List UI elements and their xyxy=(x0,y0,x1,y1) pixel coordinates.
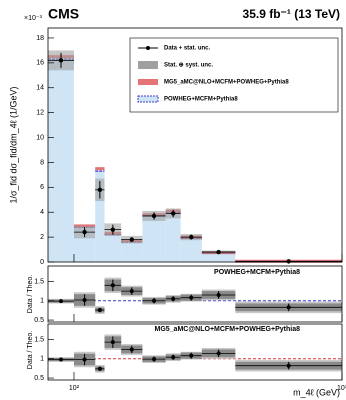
legend-label: MG5_aMC@NLO+MCFM+POWHEG+Pythia8 xyxy=(164,80,289,86)
y-axis-label: 1/σ_fid dσ_fid/dm_4ℓ (1/GeV) xyxy=(8,86,18,203)
ratio-point xyxy=(110,283,115,288)
prediction-fill xyxy=(104,234,122,262)
ratio-point xyxy=(286,305,291,310)
legend-swatch xyxy=(146,46,150,50)
prediction-fill xyxy=(142,215,166,262)
ratio-point xyxy=(110,340,115,345)
y-tick-label: 10 xyxy=(36,134,44,141)
data-point xyxy=(110,227,116,232)
ratio-point xyxy=(189,295,194,300)
plot-frame xyxy=(47,27,343,263)
ratio-point xyxy=(152,357,157,362)
prediction-fill xyxy=(165,212,181,262)
y-multiplier: ×10⁻³ xyxy=(24,15,43,22)
legend-label: Data + stat. unc. xyxy=(164,46,211,52)
y-tick-label: 1 xyxy=(40,298,44,305)
y-tick-label: 1 xyxy=(40,356,44,363)
plot-frame xyxy=(47,323,343,381)
x-tick-label: 10² xyxy=(69,385,80,392)
prediction-fill xyxy=(180,238,202,262)
x-tick-label: 10³ xyxy=(337,385,346,392)
data-point xyxy=(170,211,176,216)
ratio-point xyxy=(129,347,134,352)
ratio-point xyxy=(97,308,102,313)
y-tick-label: 1.5 xyxy=(34,336,44,343)
ratio-point xyxy=(171,296,176,301)
prediction-fill xyxy=(201,253,236,262)
y-tick-label: 0 xyxy=(40,259,44,266)
luminosity: 35.9 fb⁻¹ (13 TeV) xyxy=(243,7,340,21)
legend-label: Stat. ⊕ syst. unc. xyxy=(164,63,213,69)
ratio-title: POWHEG+MCFM+Pythia8 xyxy=(214,269,300,276)
legend-label: POWHEG+MCFM+Pythia8 xyxy=(164,97,238,103)
y-tick-label: 0.5 xyxy=(34,317,44,324)
y-tick-label: 6 xyxy=(40,184,44,191)
ratio-point xyxy=(82,357,87,362)
ratio-point xyxy=(189,353,194,358)
ratio-point xyxy=(171,355,176,360)
y-tick-label: 8 xyxy=(40,159,44,166)
ratio-point xyxy=(129,289,134,294)
y-tick-label: 2 xyxy=(40,234,44,241)
legend-box xyxy=(129,37,339,113)
experiment: CMS xyxy=(48,6,79,22)
x-axis-label: m_4ℓ (GeV) xyxy=(293,387,340,397)
y-tick-label: 18 xyxy=(36,35,44,42)
data-point xyxy=(286,259,291,264)
ratio-title: MG5_aMC@NLO+MCFM+POWHEG+Pythia8 xyxy=(155,326,301,333)
ratio-point xyxy=(58,357,63,362)
y-tick-label: 1.5 xyxy=(34,278,44,285)
data-point xyxy=(151,213,157,219)
legend-swatch xyxy=(138,79,158,85)
ratio-point xyxy=(286,363,291,368)
y-tick-label: 4 xyxy=(40,209,44,216)
y-tick-label: 14 xyxy=(36,85,44,92)
legend-swatch xyxy=(137,95,159,103)
y-axis-label: Data / Theo. xyxy=(27,275,34,313)
prediction-fill xyxy=(121,242,143,262)
data-point xyxy=(216,249,221,255)
y-tick-label: 0.5 xyxy=(34,375,44,382)
prediction-band xyxy=(95,167,105,171)
y-axis-label: Data / Theo. xyxy=(27,331,34,369)
ratio-point xyxy=(82,297,87,302)
plot-frame xyxy=(47,265,343,323)
data-point xyxy=(97,187,103,193)
data-point xyxy=(129,237,134,242)
y-tick-label: 12 xyxy=(36,109,44,116)
ratio-point xyxy=(216,351,221,356)
prediction-fill xyxy=(48,59,74,262)
data-point xyxy=(58,58,64,63)
ratio-point xyxy=(216,292,221,297)
prediction-fill xyxy=(95,171,105,262)
ratio-point xyxy=(97,366,102,371)
y-tick-label: 16 xyxy=(36,60,44,67)
data-point xyxy=(189,234,194,240)
data-point xyxy=(82,229,87,235)
ratio-point xyxy=(58,299,63,304)
legend-swatch xyxy=(138,61,158,69)
ratio-point xyxy=(152,298,157,303)
